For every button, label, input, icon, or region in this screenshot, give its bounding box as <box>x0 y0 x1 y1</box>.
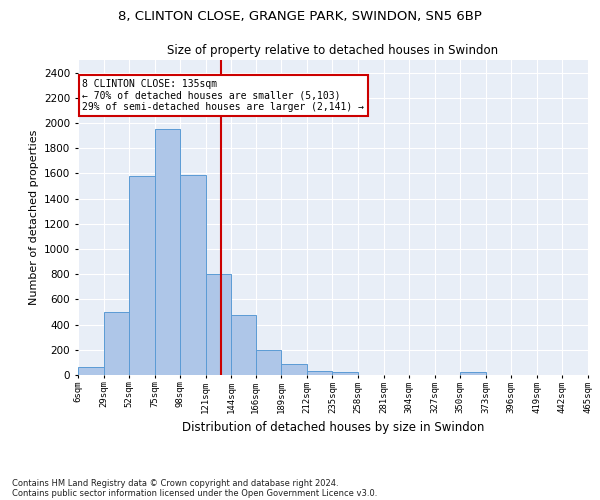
Bar <box>104 312 129 375</box>
Bar <box>180 174 206 375</box>
Bar <box>78 368 104 375</box>
Text: 8 CLINTON CLOSE: 135sqm
← 70% of detached houses are smaller (5,103)
29% of semi: 8 CLINTON CLOSE: 135sqm ← 70% of detache… <box>82 79 364 112</box>
Bar <box>307 370 332 375</box>
Text: Contains public sector information licensed under the Open Government Licence v3: Contains public sector information licen… <box>12 488 377 498</box>
Bar <box>155 130 180 375</box>
X-axis label: Distribution of detached houses by size in Swindon: Distribution of detached houses by size … <box>182 421 484 434</box>
Bar <box>129 176 155 375</box>
Text: 8, CLINTON CLOSE, GRANGE PARK, SWINDON, SN5 6BP: 8, CLINTON CLOSE, GRANGE PARK, SWINDON, … <box>118 10 482 23</box>
Bar <box>460 372 486 375</box>
Bar <box>281 364 307 375</box>
Bar <box>206 274 232 375</box>
Bar <box>332 372 358 375</box>
Y-axis label: Number of detached properties: Number of detached properties <box>29 130 38 305</box>
Title: Size of property relative to detached houses in Swindon: Size of property relative to detached ho… <box>167 44 499 58</box>
Bar <box>256 350 281 375</box>
Bar <box>232 315 256 375</box>
Text: Contains HM Land Registry data © Crown copyright and database right 2024.: Contains HM Land Registry data © Crown c… <box>12 478 338 488</box>
